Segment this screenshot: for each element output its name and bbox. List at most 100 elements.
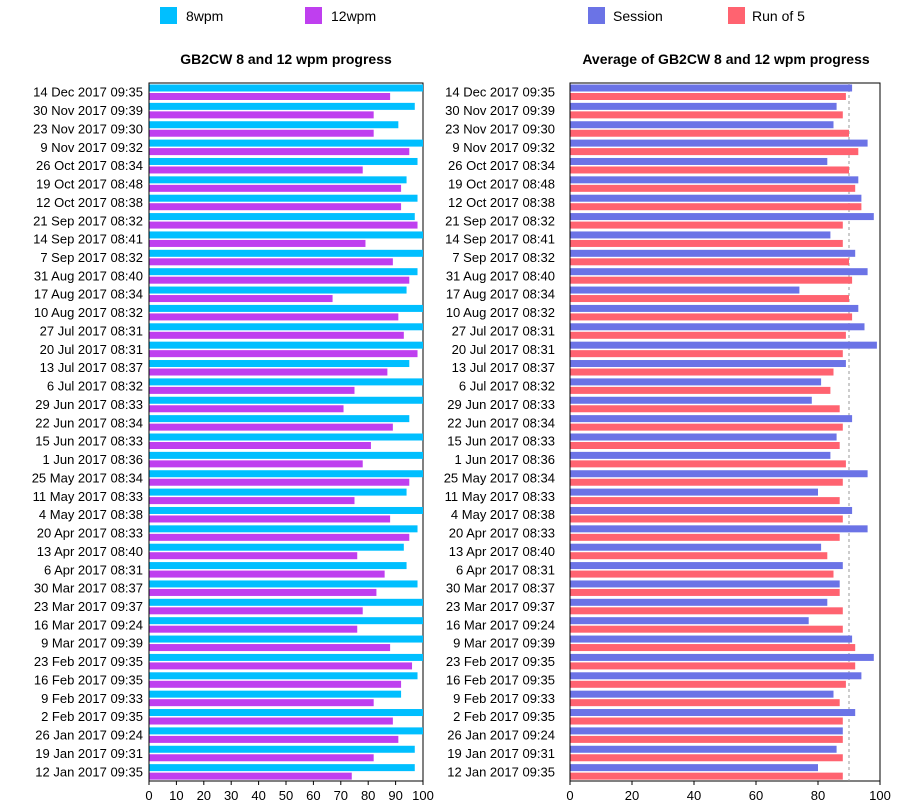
chart1-category-label-26: 13 Apr 2017 08:40: [37, 544, 143, 559]
chart1-category-label-14: 27 Jul 2017 08:31: [40, 323, 143, 338]
chart2-plot-frame: [569, 82, 881, 782]
chart1-title: GB2CW 8 and 12 wpm progress: [180, 51, 392, 67]
chart2-bar-session-30: [570, 617, 809, 625]
chart1-bar-8wpm-10: [149, 249, 423, 257]
chart2-category-label-28: 30 Mar 2017 08:37: [446, 581, 555, 596]
chart2-bar-run-of-5-5: [570, 166, 849, 174]
chart1-category-label-21: 1 Jun 2017 08:36: [43, 452, 143, 467]
chart2-category-label-33: 16 Feb 2017 09:35: [446, 672, 555, 687]
chart2-bar-session-19: [570, 415, 853, 423]
chart1-bar-8wpm-5: [149, 157, 418, 165]
chart2-bar-session-8: [570, 213, 874, 221]
chart1-bar-12wpm-21: [149, 460, 363, 468]
chart2-bar-run-of-5-4: [570, 148, 859, 156]
chart1-bar-12wpm-12: [149, 295, 333, 303]
chart1-xtick-label-2: 10: [169, 788, 183, 803]
chart1-bar-8wpm-37: [149, 745, 415, 753]
chart2-bar-run-of-5-11: [570, 276, 853, 284]
chart1-category-label-31: 9 Mar 2017 09:39: [41, 636, 143, 651]
chart2-category-label-20: 15 Jun 2017 08:33: [447, 434, 555, 449]
chart1-bar-12wpm-38: [149, 772, 352, 780]
chart2-bar-run-of-5-13: [570, 313, 853, 321]
chart2-category-label-13: 10 Aug 2017 08:32: [446, 305, 555, 320]
chart2-category-label-10: 7 Sep 2017 08:32: [452, 250, 555, 265]
chart1-category-label-36: 26 Jan 2017 09:24: [35, 728, 143, 743]
chart2-category-label-2: 30 Nov 2017 09:39: [445, 103, 555, 118]
chart1-bar-12wpm-30: [149, 625, 358, 633]
chart1-legend-swatch-2: [305, 7, 322, 24]
chart2-bar-run-of-5-7: [570, 203, 862, 211]
chart1-bar-12wpm-36: [149, 735, 399, 743]
chart2-bar-run-of-5-26: [570, 552, 828, 560]
chart2-bar-session-36: [570, 727, 843, 735]
chart1-bar-12wpm-25: [149, 533, 410, 541]
chart1-bar-12wpm-9: [149, 239, 366, 247]
chart2-bar-session-38: [570, 764, 818, 772]
chart2-title: Average of GB2CW 8 and 12 wpm progress: [582, 51, 870, 67]
chart2-bar-session-26: [570, 543, 822, 551]
chart1-bar-8wpm-8: [149, 213, 415, 221]
chart2-legend-swatch-1: [588, 7, 605, 24]
chart2-bar-session-29: [570, 598, 828, 606]
chart2-category-label-3: 23 Nov 2017 09:30: [445, 121, 555, 136]
chart1-category-label-2: 30 Nov 2017 09:39: [33, 103, 143, 118]
chart1-bar-12wpm-31: [149, 644, 391, 652]
chart2-bar-session-4: [570, 139, 868, 147]
chart1-category-label-19: 22 Jun 2017 08:34: [35, 415, 143, 430]
chart2-category-label-34: 9 Feb 2017 09:33: [453, 691, 555, 706]
chart1-category-label-30: 16 Mar 2017 09:24: [34, 617, 143, 632]
chart1-category-label-12: 17 Aug 2017 08:34: [34, 287, 143, 302]
chart2-category-label-36: 26 Jan 2017 09:24: [447, 728, 555, 743]
chart1-bar-12wpm-26: [149, 552, 358, 560]
chart2-bar-session-16: [570, 360, 846, 368]
chart2-bar-session-6: [570, 176, 859, 184]
chart2-bar-session-35: [570, 709, 856, 717]
chart2-xtick-label-6: 100: [869, 788, 891, 803]
chart2-bar-run-of-5-28: [570, 588, 840, 596]
chart2-bar-session-20: [570, 433, 837, 441]
chart2-category-label-30: 16 Mar 2017 09:24: [446, 617, 555, 632]
chart2-xtick-label-2: 20: [625, 788, 639, 803]
chart2-bar-session-22: [570, 470, 868, 478]
chart2-bar-run-of-5-32: [570, 662, 856, 670]
chart1-bar-12wpm-23: [149, 497, 355, 505]
chart1-category-label-6: 19 Oct 2017 08:48: [36, 177, 143, 192]
chart2-category-label-16: 13 Jul 2017 08:37: [452, 360, 555, 375]
chart2-bar-run-of-5-19: [570, 423, 843, 431]
chart1-bar-12wpm-29: [149, 607, 363, 615]
chart1-bar-12wpm-10: [149, 258, 393, 266]
chart1-bar-12wpm-34: [149, 699, 374, 707]
chart1-category-label-11: 31 Aug 2017 08:40: [34, 268, 143, 283]
chart1-bar-12wpm-11: [149, 276, 410, 284]
chart1-bar-8wpm-28: [149, 580, 418, 588]
chart2-bar-run-of-5-9: [570, 239, 843, 247]
chart2-bar-run-of-5-22: [570, 478, 843, 486]
chart1-category-label-4: 9 Nov 2017 09:32: [40, 140, 143, 155]
chart2-bar-session-17: [570, 378, 822, 386]
chart1-bar-12wpm-18: [149, 405, 344, 413]
chart2-bar-run-of-5-2: [570, 111, 843, 119]
chart1-bar-12wpm-4: [149, 148, 410, 156]
chart1-bar-8wpm-19: [149, 415, 410, 423]
chart2-xtick-label-4: 60: [749, 788, 763, 803]
chart1-bar-12wpm-20: [149, 442, 371, 449]
chart1-xtick-label-7: 60: [306, 788, 320, 803]
chart2-bar-run-of-5-34: [570, 699, 840, 707]
chart1-bar-12wpm-14: [149, 331, 404, 339]
chart1-bar-8wpm-14: [149, 323, 423, 331]
chart1-xtick-label-4: 30: [224, 788, 238, 803]
chart1-bar-8wpm-16: [149, 360, 410, 368]
chart2-bar-session-10: [570, 249, 856, 257]
chart1-bar-8wpm-15: [149, 341, 423, 349]
chart1-bar-8wpm-20: [149, 433, 423, 441]
chart1-bar-12wpm-37: [149, 754, 374, 762]
chart1-bar-12wpm-5: [149, 166, 363, 174]
chart2-bar-run-of-5-17: [570, 386, 831, 394]
chart1-bar-8wpm-34: [149, 690, 402, 698]
chart2-bar-run-of-5-20: [570, 442, 840, 449]
chart1-category-label-13: 10 Aug 2017 08:32: [34, 305, 143, 320]
chart2-category-label-32: 23 Feb 2017 09:35: [446, 654, 555, 669]
chart1-xtick-label-6: 50: [279, 788, 293, 803]
chart2-bar-run-of-5-6: [570, 184, 856, 192]
